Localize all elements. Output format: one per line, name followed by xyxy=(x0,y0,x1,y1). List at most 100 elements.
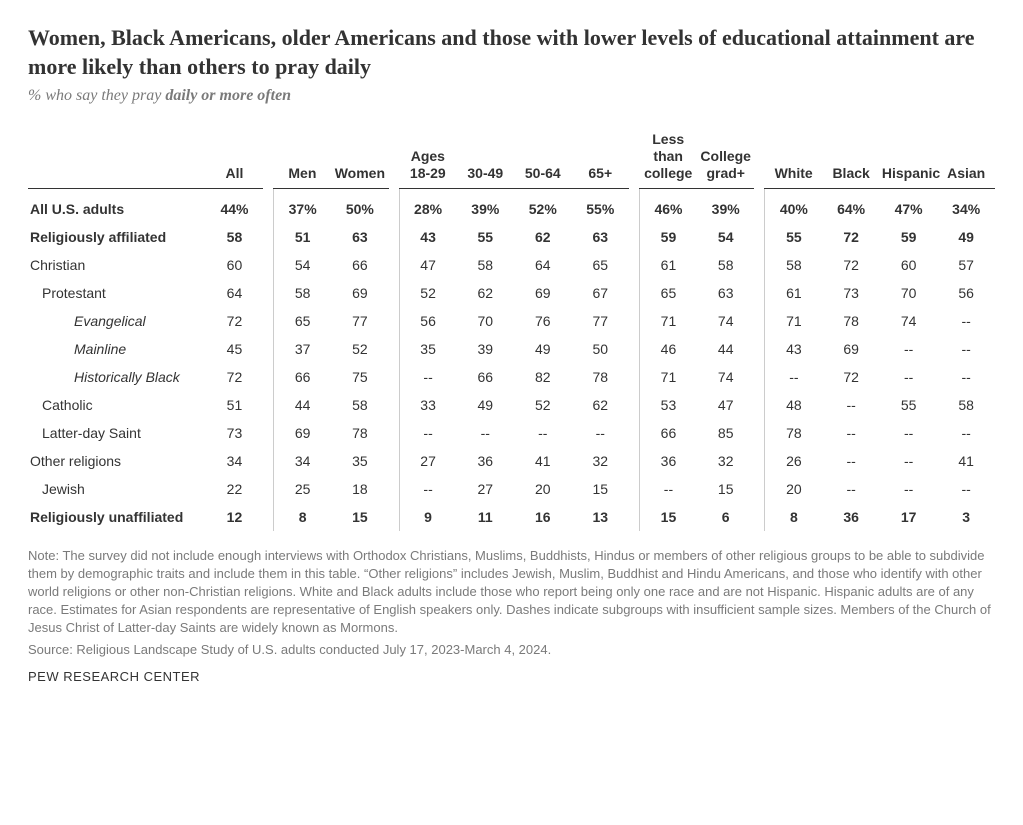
data-cell: 74 xyxy=(697,363,754,391)
data-cell: -- xyxy=(822,447,879,475)
data-cell: 58 xyxy=(937,391,995,419)
row-label: Jewish xyxy=(28,475,206,503)
data-cell: 76 xyxy=(514,307,571,335)
data-cell: 52 xyxy=(514,391,571,419)
data-cell: -- xyxy=(880,447,937,475)
data-cell: 58 xyxy=(457,251,514,279)
data-cell: 49 xyxy=(457,391,514,419)
table-row: Evangelical726577567076777174717874-- xyxy=(28,307,995,335)
data-cell: 69 xyxy=(331,279,388,307)
row-label: Historically Black xyxy=(28,363,206,391)
data-cell: 43 xyxy=(765,335,822,363)
data-cell: 15 xyxy=(697,475,754,503)
data-cell: 17 xyxy=(880,503,937,531)
header-asian: Asian xyxy=(937,125,995,188)
subtitle-bold: daily or more often xyxy=(165,87,291,104)
table-row: Religiously unaffiliated1281591116131568… xyxy=(28,503,995,531)
data-cell: 44 xyxy=(697,335,754,363)
data-cell: 33 xyxy=(399,391,456,419)
data-cell: -- xyxy=(399,419,456,447)
header-row: All Men Women Ages 18-29 30-49 50-64 65+… xyxy=(28,125,995,188)
data-cell: -- xyxy=(880,419,937,447)
data-cell: 26 xyxy=(765,447,822,475)
data-cell: 52 xyxy=(399,279,456,307)
data-cell: 27 xyxy=(399,447,456,475)
data-cell: 73 xyxy=(822,279,879,307)
data-cell: 15 xyxy=(572,475,629,503)
data-cell: 61 xyxy=(639,251,696,279)
table-row: Jewish222518--272015--1520------ xyxy=(28,475,995,503)
chart-subtitle: % who say they pray daily or more often xyxy=(28,87,995,105)
data-cell: 8 xyxy=(765,503,822,531)
data-cell: 62 xyxy=(514,223,571,251)
data-cell: -- xyxy=(937,475,995,503)
data-cell: 50% xyxy=(331,188,388,223)
data-cell: 37% xyxy=(274,188,331,223)
data-cell: 72 xyxy=(822,251,879,279)
data-cell: 46 xyxy=(639,335,696,363)
row-label: Evangelical xyxy=(28,307,206,335)
data-cell: 69 xyxy=(274,419,331,447)
data-cell: 52% xyxy=(514,188,571,223)
data-cell: 39 xyxy=(457,335,514,363)
data-cell: 47% xyxy=(880,188,937,223)
data-cell: 62 xyxy=(457,279,514,307)
data-cell: -- xyxy=(937,307,995,335)
table-row: Historically Black726675--6682787174--72… xyxy=(28,363,995,391)
data-cell: 72 xyxy=(822,223,879,251)
data-cell: -- xyxy=(822,475,879,503)
data-cell: 71 xyxy=(639,363,696,391)
row-label: All U.S. adults xyxy=(28,188,206,223)
data-cell: -- xyxy=(937,363,995,391)
data-cell: 28% xyxy=(399,188,456,223)
row-label: Christian xyxy=(28,251,206,279)
data-cell: 58 xyxy=(697,251,754,279)
data-cell: 58 xyxy=(274,279,331,307)
data-cell: 41 xyxy=(937,447,995,475)
table-row: Religiously affiliated585163435562635954… xyxy=(28,223,995,251)
data-cell: 73 xyxy=(206,419,263,447)
brand-footer: PEW RESEARCH CENTER xyxy=(28,669,995,684)
data-cell: 70 xyxy=(880,279,937,307)
data-cell: 12 xyxy=(206,503,263,531)
data-cell: 55 xyxy=(880,391,937,419)
data-cell: 58 xyxy=(765,251,822,279)
data-cell: 72 xyxy=(822,363,879,391)
data-cell: 55 xyxy=(457,223,514,251)
data-cell: 16 xyxy=(514,503,571,531)
data-cell: 6 xyxy=(697,503,754,531)
data-cell: 66 xyxy=(274,363,331,391)
data-cell: 64 xyxy=(514,251,571,279)
data-cell: -- xyxy=(937,419,995,447)
data-cell: 47 xyxy=(697,391,754,419)
data-cell: 40% xyxy=(765,188,822,223)
data-cell: 62 xyxy=(572,391,629,419)
data-cell: 39% xyxy=(457,188,514,223)
data-cell: 54 xyxy=(274,251,331,279)
data-cell: 63 xyxy=(572,223,629,251)
data-cell: 77 xyxy=(331,307,388,335)
data-cell: 25 xyxy=(274,475,331,503)
data-cell: 77 xyxy=(572,307,629,335)
source-line: Source: Religious Landscape Study of U.S… xyxy=(28,642,995,657)
data-cell: -- xyxy=(765,363,822,391)
header-blank xyxy=(28,125,206,188)
data-cell: 44% xyxy=(206,188,263,223)
data-cell: 11 xyxy=(457,503,514,531)
data-cell: 46% xyxy=(639,188,696,223)
data-cell: 63 xyxy=(697,279,754,307)
data-table: All Men Women Ages 18-29 30-49 50-64 65+… xyxy=(28,125,995,530)
data-cell: 74 xyxy=(880,307,937,335)
data-cell: 58 xyxy=(206,223,263,251)
header-less-than-college: Less than college xyxy=(639,125,696,188)
footnote: Note: The survey did not include enough … xyxy=(28,547,995,638)
data-cell: -- xyxy=(822,391,879,419)
header-30-49: 30-49 xyxy=(457,125,514,188)
data-cell: 78 xyxy=(572,363,629,391)
data-cell: 36 xyxy=(457,447,514,475)
data-cell: 66 xyxy=(639,419,696,447)
data-cell: 69 xyxy=(514,279,571,307)
data-cell: 54 xyxy=(697,223,754,251)
table-row: Mainline4537523539495046444369---- xyxy=(28,335,995,363)
header-65plus: 65+ xyxy=(572,125,629,188)
